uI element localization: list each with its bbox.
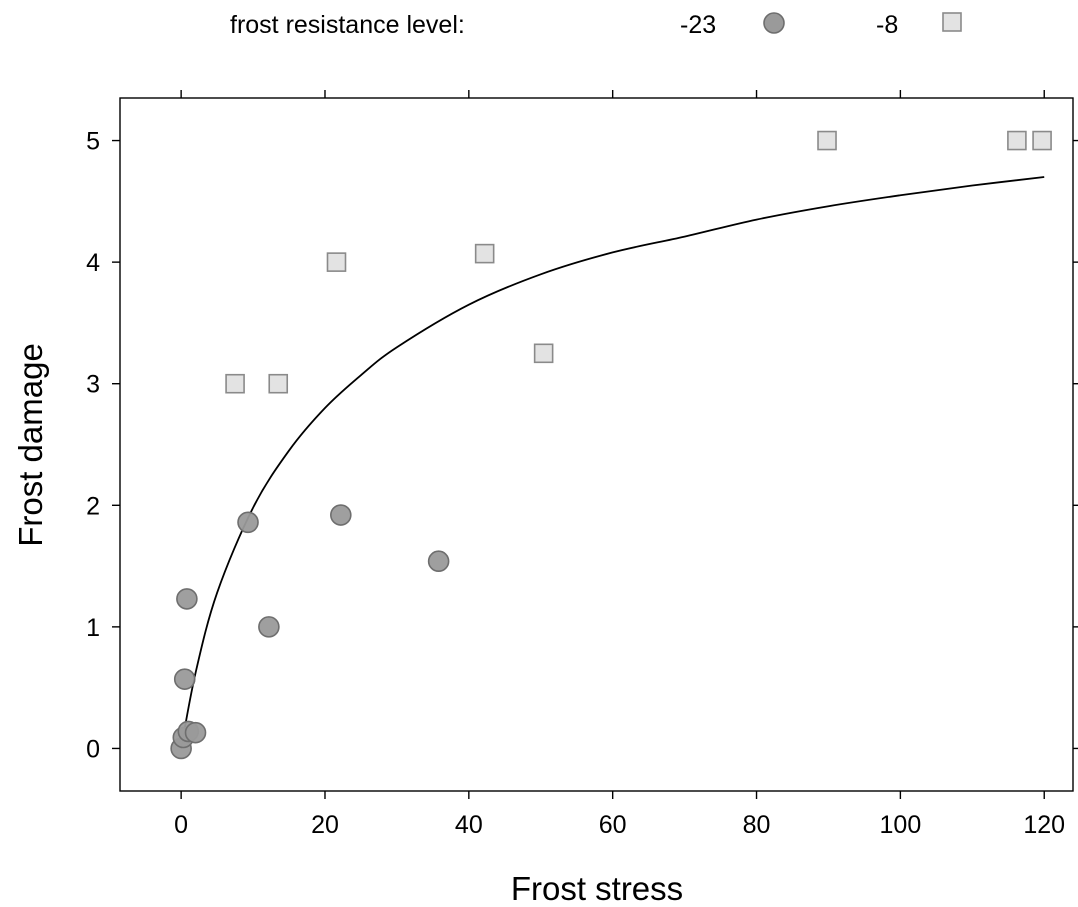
y-tick-label: 0 bbox=[86, 735, 100, 763]
legend-label-square: -8 bbox=[876, 11, 898, 39]
data-point-circle bbox=[176, 588, 198, 610]
x-axis-ticks: 0 20 40 60 80 100 120 bbox=[174, 90, 1065, 839]
y-axis-ticks: 0 1 2 3 4 5 bbox=[86, 128, 1078, 763]
data-point-square bbox=[326, 252, 347, 272]
data-point-square bbox=[474, 243, 495, 264]
data-point-square bbox=[225, 373, 245, 394]
plot-frame bbox=[119, 97, 1074, 792]
data-point-circle bbox=[330, 504, 352, 526]
x-tick-label: 80 bbox=[743, 811, 771, 839]
data-point-square bbox=[817, 130, 837, 151]
x-tick-label: 20 bbox=[311, 811, 339, 839]
data-points-layer bbox=[170, 130, 1052, 760]
legend-square-marker bbox=[942, 12, 962, 32]
x-tick-label: 120 bbox=[1023, 811, 1065, 839]
legend: frost resistance level: -23 -8 bbox=[230, 11, 962, 39]
fitted-curve-layer bbox=[180, 176, 1045, 749]
y-axis-title: Frost damage bbox=[12, 343, 49, 547]
data-point-circle bbox=[184, 721, 207, 744]
legend-title: frost resistance level: bbox=[230, 11, 465, 39]
legend-label-circle: -23 bbox=[680, 11, 716, 39]
data-point-square bbox=[1007, 130, 1027, 151]
y-tick-label: 5 bbox=[86, 128, 100, 156]
data-point-square bbox=[268, 373, 289, 394]
data-point-square bbox=[1032, 130, 1052, 151]
x-tick-label: 100 bbox=[880, 811, 922, 839]
x-tick-label: 60 bbox=[599, 811, 627, 839]
x-axis-title: Frost stress bbox=[511, 870, 683, 907]
y-tick-label: 3 bbox=[86, 371, 100, 399]
data-point-square bbox=[533, 343, 554, 364]
data-point-circle bbox=[258, 616, 280, 638]
y-tick-label: 2 bbox=[86, 492, 100, 520]
x-tick-label: 0 bbox=[174, 811, 188, 839]
y-tick-label: 1 bbox=[86, 614, 100, 642]
fitted-curve-line bbox=[180, 176, 1045, 749]
y-tick-label: 4 bbox=[86, 249, 100, 277]
x-tick-label: 40 bbox=[455, 811, 483, 839]
data-point-circle bbox=[237, 511, 259, 534]
data-point-circle bbox=[427, 550, 450, 573]
legend-circle-marker bbox=[763, 12, 785, 34]
data-point-circle bbox=[173, 668, 196, 690]
